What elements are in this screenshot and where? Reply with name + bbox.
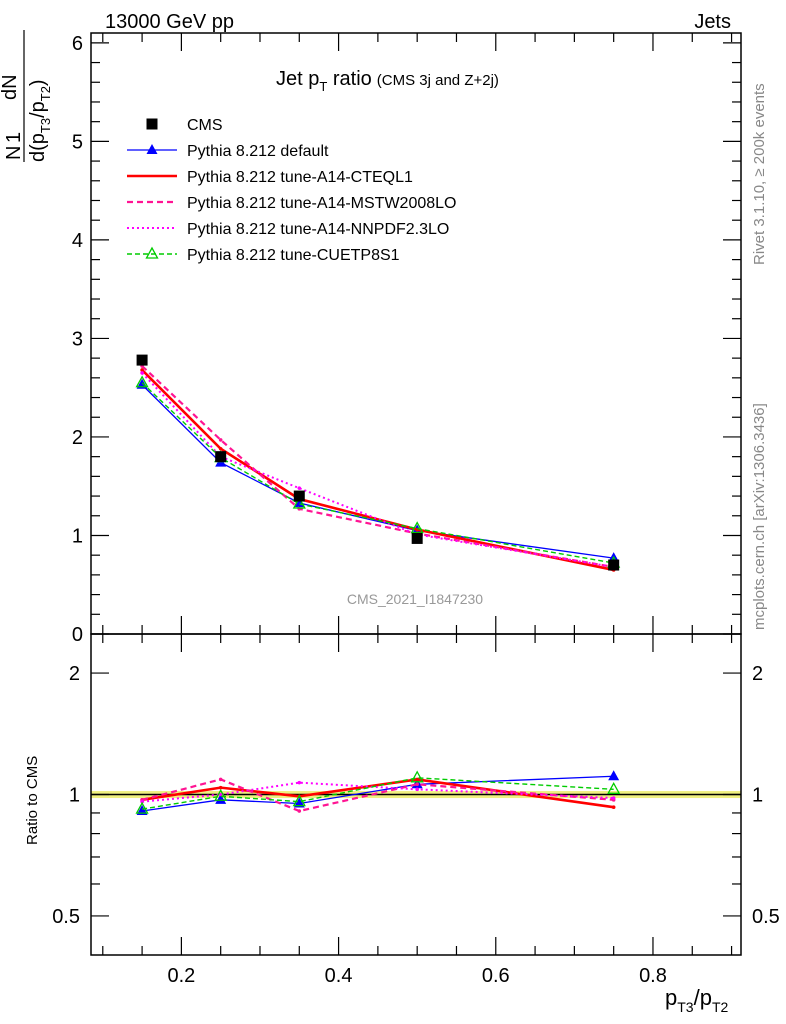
legend-item: Pythia 8.212 tune-A14-MSTW2008LO [127, 195, 456, 212]
data-point [297, 780, 302, 785]
series-pythia-8-212-default [136, 378, 620, 563]
legend-item: Pythia 8.212 tune-A14-NNPDF2.3LO [127, 221, 449, 238]
svg-text:1: 1 [3, 132, 25, 143]
plot-title: Jet pT ratio (CMS 3j and Z+2j) [276, 68, 499, 94]
data-point [215, 793, 227, 804]
data-point [218, 446, 223, 451]
series-pythia-8-212-tune-a14-nnpdf2-3lo-ratio [140, 780, 616, 804]
data-point [608, 770, 620, 781]
data-point [297, 486, 302, 490]
data-point [293, 490, 305, 502]
ratio-y-tick-label-right: 1 [752, 785, 763, 807]
y-tick-label: 3 [72, 328, 83, 350]
data-point [215, 451, 227, 463]
y-tick-label: 5 [72, 131, 83, 153]
series-pythia-8-212-tune-a14-mstw2008lo-ratio [140, 777, 616, 813]
watermark: CMS_2021_I1847230 [347, 591, 483, 607]
data-point [218, 785, 223, 790]
mcplots-label: mcplots.cern.ch [arXiv:1306.3436] [751, 403, 768, 630]
svg-text:dN: dN [0, 74, 21, 100]
data-point [214, 788, 228, 801]
svg-text:d(pT3/pT2): d(pT3/pT2) [27, 79, 53, 162]
legend-label: Pythia 8.212 tune-A14-MSTW2008LO [187, 195, 456, 212]
data-point [410, 521, 424, 534]
data-point [218, 792, 223, 797]
y-axis-label-main: N 1 d(pT3/pT2) dN [0, 30, 53, 162]
header-left: 13000 GeV pp [105, 11, 234, 33]
series-line [141, 365, 614, 569]
legend-label: CMS [187, 117, 223, 134]
series-pythia-8-212-tune-a14-mstw2008lo [140, 364, 616, 569]
y-axis-label-ratio: Ratio to CMS [24, 756, 41, 845]
svg-text:N: N [3, 146, 25, 160]
y-tick-label: 4 [72, 230, 83, 252]
x-axis-label: pT3/pT2 [665, 985, 729, 1015]
data-point [611, 796, 616, 800]
data-point [140, 799, 144, 804]
rivet-label: Rivet 3.1.10, ≥ 200k events [751, 83, 768, 265]
series-line [141, 777, 614, 810]
data-point [146, 144, 158, 154]
data-point [136, 354, 148, 366]
y-tick-label: 0 [72, 624, 83, 646]
data-point [415, 787, 419, 792]
x-tick-label: 0.4 [325, 965, 353, 987]
series-pythia-8-212-tune-cuetp8s1-ratio [135, 770, 621, 814]
data-point [410, 770, 424, 783]
data-point [415, 777, 419, 782]
legend-item: Pythia 8.212 default [127, 143, 329, 160]
legend-label: Pythia 8.212 tune-CUETP8S1 [187, 247, 400, 264]
series-line [141, 384, 614, 559]
data-point [293, 797, 305, 808]
header-right: Jets [694, 11, 731, 33]
series-line [141, 382, 614, 564]
legend-item: Pythia 8.212 tune-CUETP8S1 [127, 246, 400, 264]
y-tick-label: 1 [72, 525, 83, 547]
data-point [411, 532, 423, 544]
data-point [608, 559, 620, 571]
ratio-y-tick-label-right: 0.5 [752, 906, 780, 928]
series-cms [136, 354, 620, 571]
legend-label: Pythia 8.212 default [187, 143, 329, 160]
data-point [145, 246, 159, 259]
data-point [140, 371, 144, 375]
data-point [415, 782, 419, 787]
y-tick-label: 6 [72, 33, 83, 55]
legend: CMS Pythia 8.212 default Pythia 8.212 tune… [127, 117, 456, 264]
data-point [135, 375, 149, 388]
series-line [141, 372, 614, 568]
series-pythia-8-212-tune-cuetp8s1 [135, 375, 621, 568]
data-point [292, 794, 306, 807]
legend-item: CMS [146, 117, 223, 134]
ratio-y-tick-label: 1 [69, 785, 80, 807]
ratio-y-tick-label-right: 2 [752, 663, 763, 685]
x-tick-label: 0.8 [639, 965, 667, 987]
legend-item: Pythia 8.212 tune-A14-CTEQL1 [127, 169, 413, 186]
ratio-y-tick-label: 0.5 [52, 906, 80, 928]
y-tick-label: 2 [72, 427, 83, 449]
data-point [297, 809, 302, 813]
data-point [611, 805, 616, 810]
x-tick-label: 0.2 [167, 965, 195, 987]
data-point [135, 801, 149, 814]
data-point [218, 438, 223, 442]
x-tick-label: 0.6 [482, 965, 510, 987]
data-point [140, 368, 144, 372]
data-point [292, 496, 306, 509]
legend-label: Pythia 8.212 tune-A14-CTEQL1 [187, 169, 413, 186]
series-pythia-8-212-tune-a14-nnpdf2-3lo [140, 371, 616, 569]
ratio-y-tick-label: 2 [69, 663, 80, 685]
data-point [146, 118, 158, 130]
data-point [218, 777, 223, 782]
series-line [141, 369, 614, 572]
series-pythia-8-212-tune-a14-cteql1 [140, 368, 616, 572]
data-point [607, 781, 621, 794]
legend-label: Pythia 8.212 tune-A14-NNPDF2.3LO [187, 221, 449, 238]
